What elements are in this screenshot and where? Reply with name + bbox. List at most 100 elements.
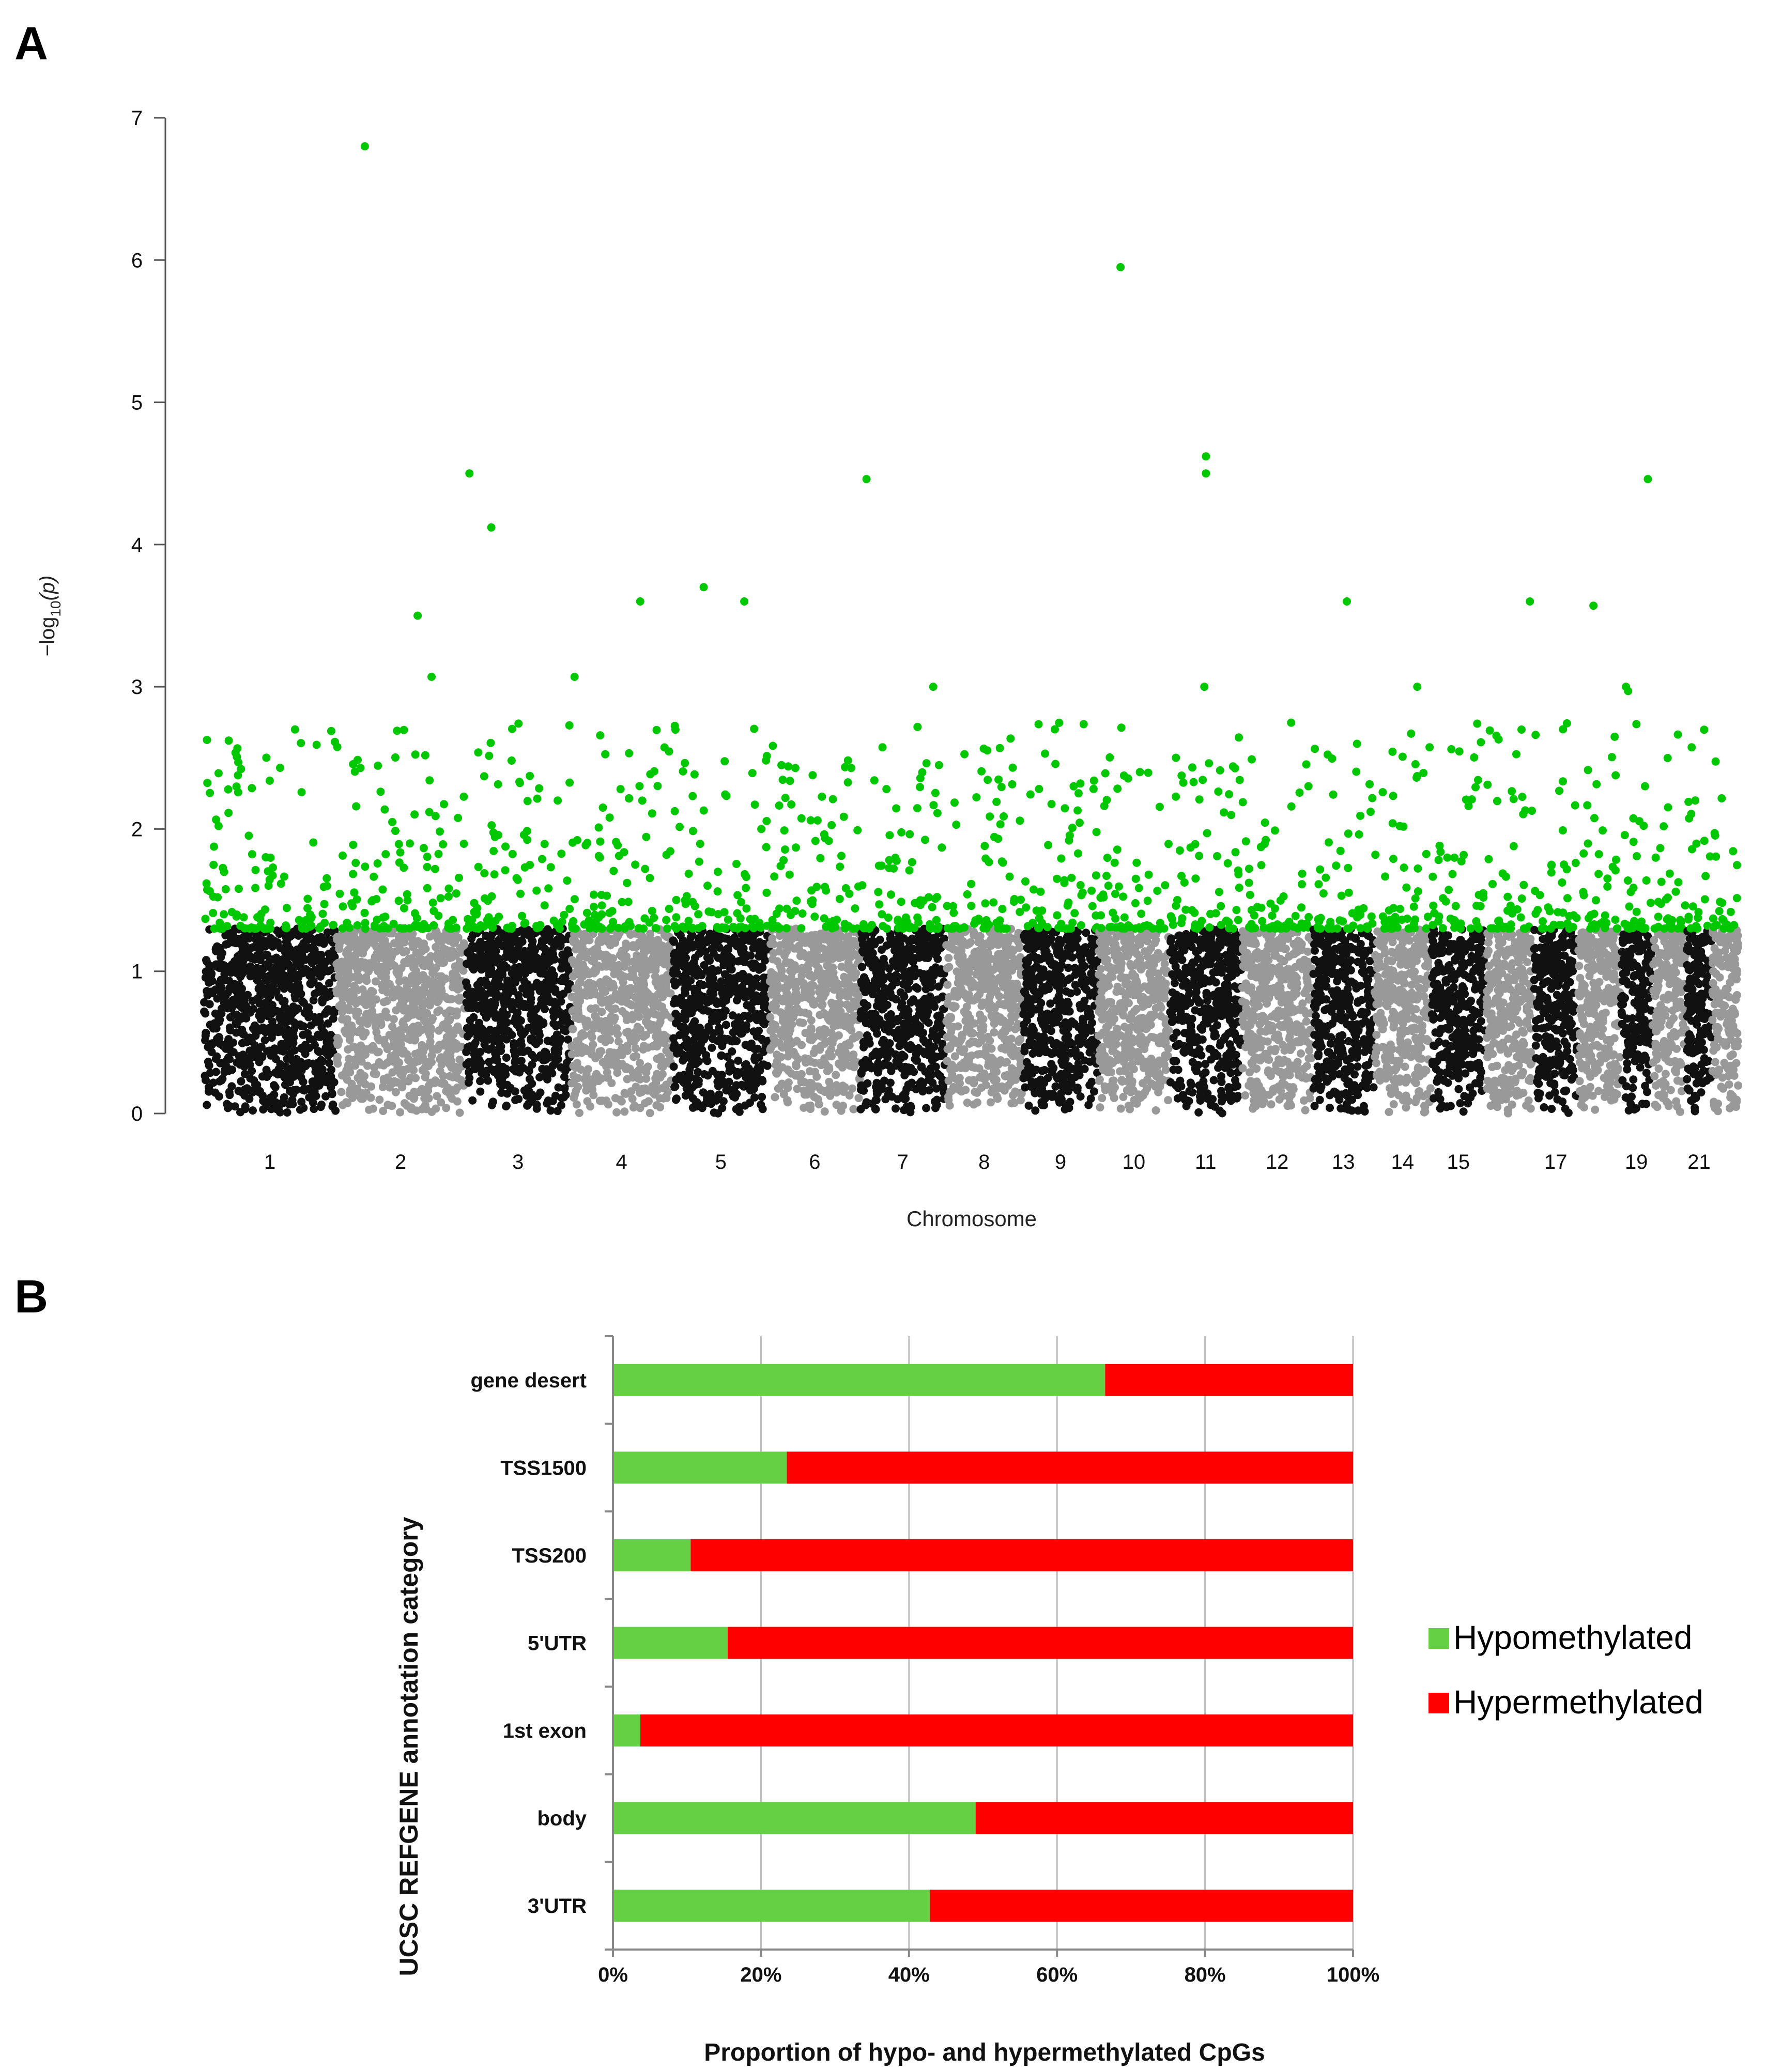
manhattan-significant-point (839, 812, 848, 821)
manhattan-point (388, 960, 397, 969)
manhattan-point (561, 1062, 570, 1071)
manhattan-significant-point (423, 853, 432, 861)
manhattan-point (444, 1015, 453, 1024)
manhattan-significant-point (662, 916, 671, 924)
manhattan-significant-point (699, 806, 708, 815)
manhattan-point (841, 1040, 850, 1049)
manhattan-significant-point (201, 915, 210, 923)
manhattan-point (579, 961, 588, 969)
manhattan-points (200, 142, 1743, 1118)
manhattan-point (289, 1086, 298, 1094)
manhattan-point (900, 992, 909, 1001)
manhattan-point (757, 1100, 765, 1109)
manhattan-significant-point (558, 917, 566, 926)
manhattan-point (547, 937, 556, 946)
manhattan-point (285, 973, 294, 982)
manhattan-significant-point (395, 924, 404, 933)
manhattan-significant-point (540, 901, 549, 910)
manhattan-point (672, 1094, 681, 1103)
manhattan-point (272, 926, 281, 935)
manhattan-point (931, 1104, 940, 1112)
manhattan-point (797, 1041, 806, 1049)
manhattan-point (274, 993, 283, 1002)
manhattan-significant-point (373, 859, 382, 868)
manhattan-point (291, 926, 300, 935)
manhattan-point (778, 974, 787, 982)
manhattan-point (847, 985, 855, 994)
manhattan-point (584, 1065, 592, 1074)
manhattan-point (797, 964, 806, 972)
manhattan-point (535, 1015, 543, 1024)
manhattan-point (490, 1037, 498, 1046)
manhattan-point (329, 1014, 337, 1023)
manhattan-point (372, 1019, 380, 1028)
manhattan-significant-point (485, 751, 494, 760)
manhattan-significant-point (841, 763, 850, 771)
manhattan-point (237, 1077, 245, 1086)
manhattan-point (229, 1011, 238, 1019)
manhattan-point (380, 936, 389, 945)
manhattan-point (567, 956, 576, 965)
manhattan-point (686, 939, 695, 948)
manhattan-point (751, 1010, 760, 1018)
manhattan-significant-point (352, 895, 361, 904)
manhattan-point (247, 1087, 256, 1095)
manhattan-point (778, 1017, 787, 1026)
manhattan-significant-point (798, 909, 807, 918)
manhattan-significant-point (436, 827, 444, 836)
manhattan-point (546, 957, 555, 965)
manhattan-point (782, 947, 791, 956)
manhattan-point (217, 953, 225, 962)
manhattan-point (297, 1044, 305, 1053)
manhattan-significant-point (713, 887, 722, 896)
manhattan-point (812, 933, 821, 942)
manhattan-point (778, 1063, 787, 1072)
manhattan-point (489, 1097, 497, 1106)
manhattan-point (503, 976, 512, 985)
manhattan-point (248, 1066, 256, 1075)
manhattan-significant-point (625, 749, 634, 757)
manhattan-significant-point (703, 882, 712, 890)
manhattan-point (420, 1094, 429, 1103)
manhattan-point (394, 1030, 403, 1039)
manhattan-point (496, 1076, 504, 1085)
manhattan-significant-point (276, 764, 284, 772)
manhattan-point (609, 1015, 618, 1024)
manhattan-point (516, 1001, 525, 1010)
manhattan-point (267, 1105, 275, 1114)
manhattan-significant-point (835, 894, 844, 903)
manhattan-point (783, 1096, 792, 1105)
manhattan-point (227, 1082, 236, 1091)
manhattan-significant-point (423, 862, 432, 871)
manhattan-significant-point (227, 908, 236, 917)
manhattan-significant-point (394, 840, 403, 848)
manhattan-point (486, 933, 495, 941)
manhattan-point (305, 967, 314, 976)
manhattan-point (620, 1107, 629, 1116)
manhattan-significant-point (589, 890, 598, 899)
manhattan-point (247, 1037, 256, 1046)
manhattan-point (532, 1101, 541, 1109)
manhattan-point (849, 1105, 858, 1114)
manhattan-significant-point (282, 921, 290, 930)
manhattan-significant-point (785, 870, 794, 879)
manhattan-point (674, 1014, 683, 1023)
manhattan-significant-point (841, 884, 850, 892)
manhattan-significant-point (665, 905, 673, 913)
manhattan-point (369, 939, 378, 948)
manhattan-point (863, 1001, 872, 1010)
manhattan-point (754, 1063, 763, 1072)
manhattan-point (629, 1053, 638, 1061)
manhattan-point (792, 1062, 801, 1071)
manhattan-significant-point (381, 850, 390, 859)
manhattan-significant-point (565, 721, 574, 730)
manhattan-point (452, 1068, 460, 1077)
manhattan-significant-point (694, 910, 703, 919)
manhattan-point (524, 1066, 533, 1075)
manhattan-point (870, 976, 879, 985)
manhattan-point (735, 956, 744, 965)
manhattan-significant-point (248, 850, 256, 859)
manhattan-point (207, 1048, 216, 1056)
manhattan-point (618, 953, 627, 962)
